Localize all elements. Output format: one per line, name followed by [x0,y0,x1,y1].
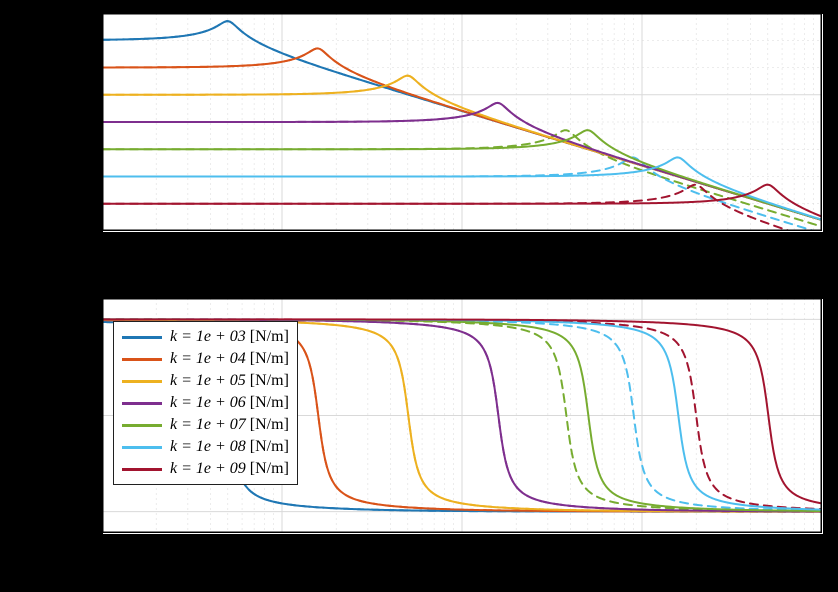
legend-swatch [122,380,162,383]
ytick-label: -180 [62,503,96,519]
legend-swatch [122,402,162,405]
xtick-label: 104 [810,237,829,256]
legend-item: k = 1e + 07 [N/m] [122,414,289,436]
ylabel-magnitude: Magnitude [m/N] [77,59,98,185]
xtick-label: 103 [630,237,649,256]
xtick-label: 102 [450,539,469,558]
ytick-label: 10-5 [54,86,76,105]
legend-label: k = 1e + 07 [N/m] [170,416,289,434]
xlabel-frequency: Frequency [Hz] [402,571,515,592]
xtick-label: 104 [810,539,829,558]
legend: k = 1e + 03 [N/m] k = 1e + 04 [N/m] k = 1e… [113,321,298,485]
legend-label: k = 1e + 08 [N/m] [170,438,289,456]
xtick-label: 101 [270,539,289,558]
legend-label: k = 1e + 03 [N/m] [170,328,289,346]
xtick-label: 101 [270,237,289,256]
legend-label: k = 1e + 06 [N/m] [170,394,289,412]
legend-item: k = 1e + 04 [N/m] [122,348,289,370]
legend-label: k = 1e + 05 [N/m] [170,372,289,390]
legend-swatch [122,336,162,339]
figure-container: Magnitude [m/N] Phase [deg] Frequency [H… [0,0,838,592]
legend-item: k = 1e + 08 [N/m] [122,436,289,458]
xtick-label: 100 [90,539,109,558]
legend-item: k = 1e + 06 [N/m] [122,392,289,414]
legend-item: k = 1e + 03 [N/m] [122,326,289,348]
legend-label: k = 1e + 09 [N/m] [170,460,289,478]
legend-swatch [122,358,162,361]
xtick-label: 100 [90,237,109,256]
legend-item: k = 1e + 09 [N/m] [122,458,289,480]
xtick-label: 102 [450,237,469,256]
xtick-label: 103 [630,539,649,558]
legend-item: k = 1e + 05 [N/m] [122,370,289,392]
legend-swatch [122,468,162,471]
legend-label: k = 1e + 04 [N/m] [170,350,289,368]
ytick-label: 10-10 [54,222,81,241]
legend-swatch [122,424,162,427]
ytick-label: 0 [62,310,96,326]
ytick-label: -90 [62,407,96,423]
legend-swatch [122,446,162,449]
magnitude-plot-svg [102,13,822,231]
